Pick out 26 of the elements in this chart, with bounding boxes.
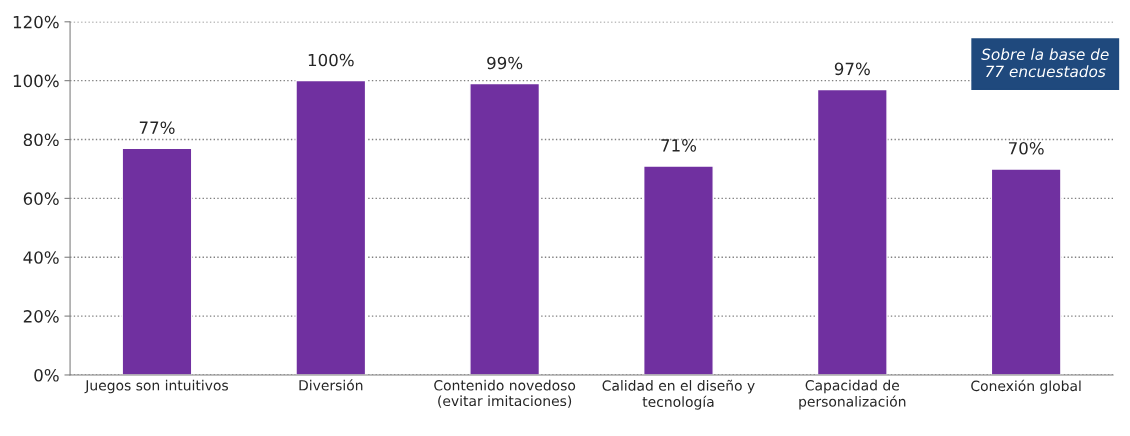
y-tick-label: 120% (13, 15, 59, 29)
x-tick-label: Juegos son intuitivos (84, 379, 228, 394)
data-label: 97% (834, 62, 870, 76)
annotation: Sobre la base de 77 encuestados (981, 48, 1109, 78)
data-label: 71% (661, 139, 697, 152)
x-tick-label: Calidad en el diseño y tecnología (602, 379, 755, 410)
bar (295, 79, 367, 375)
x-tick-label: Contenido novedoso (evitar imitaciones) (434, 379, 576, 408)
bar (643, 165, 714, 375)
bar (816, 88, 888, 375)
data-label: 100% (308, 53, 354, 67)
y-tick-label: 40% (23, 251, 59, 264)
y-tick-label: 20% (23, 310, 59, 323)
data-label: 99% (487, 56, 523, 70)
data-label: 77% (139, 121, 175, 135)
data-label: 70% (1008, 142, 1044, 155)
bar (121, 147, 193, 375)
bar (990, 168, 1062, 375)
x-tick-label: Diversión (299, 379, 363, 391)
y-tick-label: 100% (13, 74, 59, 88)
y-tick-label: 80% (23, 133, 59, 147)
bar (469, 82, 541, 375)
x-tick-label: Conexión global (971, 379, 1081, 394)
y-tick-label: 60% (23, 192, 59, 205)
x-tick-label: Capacidad de personalización (799, 379, 906, 410)
y-tick-label: 0% (34, 368, 59, 382)
